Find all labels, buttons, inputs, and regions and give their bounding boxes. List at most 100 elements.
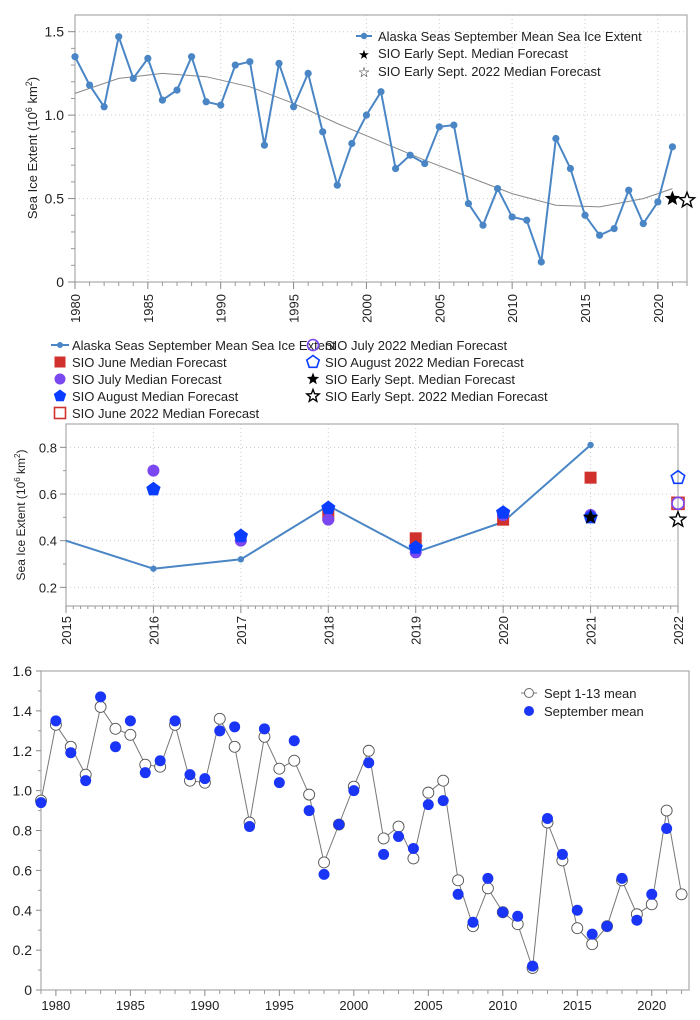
legend-item-early-sept-2022: ☆ SIO Early Sept. 2022 Median Forecast: [358, 64, 601, 80]
september-mean-point: [631, 914, 643, 926]
x-tick-label: 2000: [339, 998, 368, 1013]
sept-1-13-point: [273, 762, 286, 775]
early-sept-forecast-point: [583, 509, 599, 524]
y-tick-label: 0.4: [13, 902, 33, 918]
top-chart-y-axis: 0 0.5 1.0 1.5: [45, 24, 75, 290]
sept-1-13-point: [481, 882, 494, 895]
observed-point: [71, 53, 79, 61]
x-tick-label: 1990: [190, 998, 219, 1013]
july-forecast-point: [147, 464, 160, 477]
observed-point: [115, 33, 123, 41]
sept-1-13-point: [124, 728, 137, 741]
y-tick-label: 1.5: [45, 24, 65, 40]
legend-item: Alaska Seas September Mean Sea Ice Exten…: [51, 338, 336, 353]
legend-label: September mean: [544, 704, 644, 719]
x-tick-label: 2015: [563, 998, 592, 1013]
x-tick-label: 1985: [141, 294, 156, 323]
september-mean-point: [556, 848, 568, 860]
august-forecast-point: [496, 505, 511, 519]
legend-item-early-sept: ★ SIO Early Sept. Median Forecast: [358, 46, 568, 62]
observed-point: [566, 164, 575, 173]
legend-item: SIO July Median Forecast: [54, 372, 222, 387]
august-forecast-point: [408, 540, 423, 554]
y-tick-label: 0.2: [39, 580, 57, 595]
pentagon-filled-icon: [53, 389, 67, 402]
september-mean-point: [661, 823, 673, 835]
september-mean-point: [273, 777, 285, 789]
september-mean-point: [244, 821, 256, 833]
x-tick-label: 2021: [584, 616, 599, 645]
bottom-chart: 00.20.40.60.81.01.21.41.6 1980 1985 1990 19…: [13, 663, 690, 1013]
observed-point: [187, 53, 196, 61]
y-tick-label: 0.6: [39, 487, 57, 502]
observed-point: [639, 219, 647, 228]
x-tick-label: 2017: [234, 616, 249, 645]
legend-item: SIO July 2022 Median Forecast: [306, 338, 507, 353]
x-tick-label: 2019: [409, 616, 424, 645]
bottom-chart-series: [35, 691, 688, 975]
observed-point: [581, 211, 589, 219]
september-mean-point: [154, 755, 166, 767]
legend-label: SIO June Median Forecast: [72, 355, 227, 370]
legend-label: Alaska Seas September Mean Sea Ice Exten…: [378, 29, 642, 44]
observed-point: [625, 186, 633, 194]
legend-label: SIO Early Sept. 2022 Median Forecast: [378, 64, 601, 79]
x-tick-label: 1995: [287, 294, 302, 323]
june-forecast-point: [584, 471, 597, 484]
line-dot-icon: [57, 342, 63, 348]
x-tick-label: 2000: [359, 294, 374, 323]
x-tick-label: 2005: [432, 294, 447, 323]
legend-item: SIO June 2022 Median Forecast: [53, 406, 260, 421]
september-mean-point: [65, 747, 77, 759]
observed-point: [595, 231, 604, 239]
observed-point: [237, 556, 245, 563]
y-tick-label: 1.4: [13, 703, 33, 719]
x-tick-label: 1980: [41, 998, 70, 1013]
august-forecast-point: [321, 500, 336, 515]
september-mean-point: [422, 799, 434, 811]
pentagon-open-icon: [305, 354, 321, 369]
observed-point: [508, 213, 516, 221]
early-sept-2022-forecast-point: [668, 509, 688, 528]
y-tick-label: 0.4: [39, 534, 57, 549]
observed-point: [406, 151, 414, 159]
observed-point: [275, 59, 283, 67]
open-star-icon: ☆: [358, 64, 371, 80]
y-tick-label: 0.2: [13, 942, 33, 958]
y-label-exp1: 6: [24, 107, 34, 112]
filled-circle-icon: [524, 706, 534, 716]
x-tick-label: 2010: [488, 998, 517, 1013]
circle-open-icon: [306, 338, 320, 352]
observed-point: [231, 61, 239, 69]
bottom-chart-x-axis: 1980 1985 1990 1995 2000 2005 2010 2015 2020: [40, 990, 683, 1013]
legend-item: SIO August 2022 Median Forecast: [305, 354, 524, 370]
legend-label: SIO July 2022 Median Forecast: [325, 338, 507, 353]
top-chart-legend: Alaska Seas September Mean Sea Ice Exten…: [356, 29, 642, 80]
june-forecast-point: [409, 532, 422, 545]
x-tick-label: 2005: [414, 998, 443, 1013]
august-2022-forecast-point: [670, 469, 686, 485]
x-tick-label: 2016: [146, 616, 161, 645]
trend-line: [74, 72, 673, 208]
top-chart-series: [71, 32, 697, 266]
legend-label: SIO Early Sept. Median Forecast: [325, 372, 515, 387]
sept-1-13-point: [213, 712, 226, 725]
legend-item: SIO Early Sept. 2022 Median Forecast: [304, 387, 548, 404]
y-tick-label: 0: [24, 982, 32, 998]
september-mean-point: [527, 960, 539, 972]
sept-1-13-point: [362, 744, 375, 757]
july-2022-forecast-point: [671, 496, 685, 511]
legend-item-sept-1-13: Sept 1-13 mean: [521, 686, 637, 701]
august-forecast-point: [233, 528, 248, 543]
star-open-icon: [304, 387, 322, 403]
open-circle-icon: [524, 688, 534, 698]
y-tick-label: 1.0: [13, 783, 33, 799]
september-mean-point: [601, 920, 613, 932]
september-mean-point: [333, 819, 345, 831]
y-tick-label: 0: [56, 274, 64, 290]
sept-1-13-line: [40, 705, 683, 969]
legend-label: SIO Early Sept. Median Forecast: [378, 46, 568, 61]
x-tick-label: 2010: [505, 294, 520, 323]
legend-dot-icon: [360, 32, 368, 40]
september-mean-point: [437, 795, 449, 807]
